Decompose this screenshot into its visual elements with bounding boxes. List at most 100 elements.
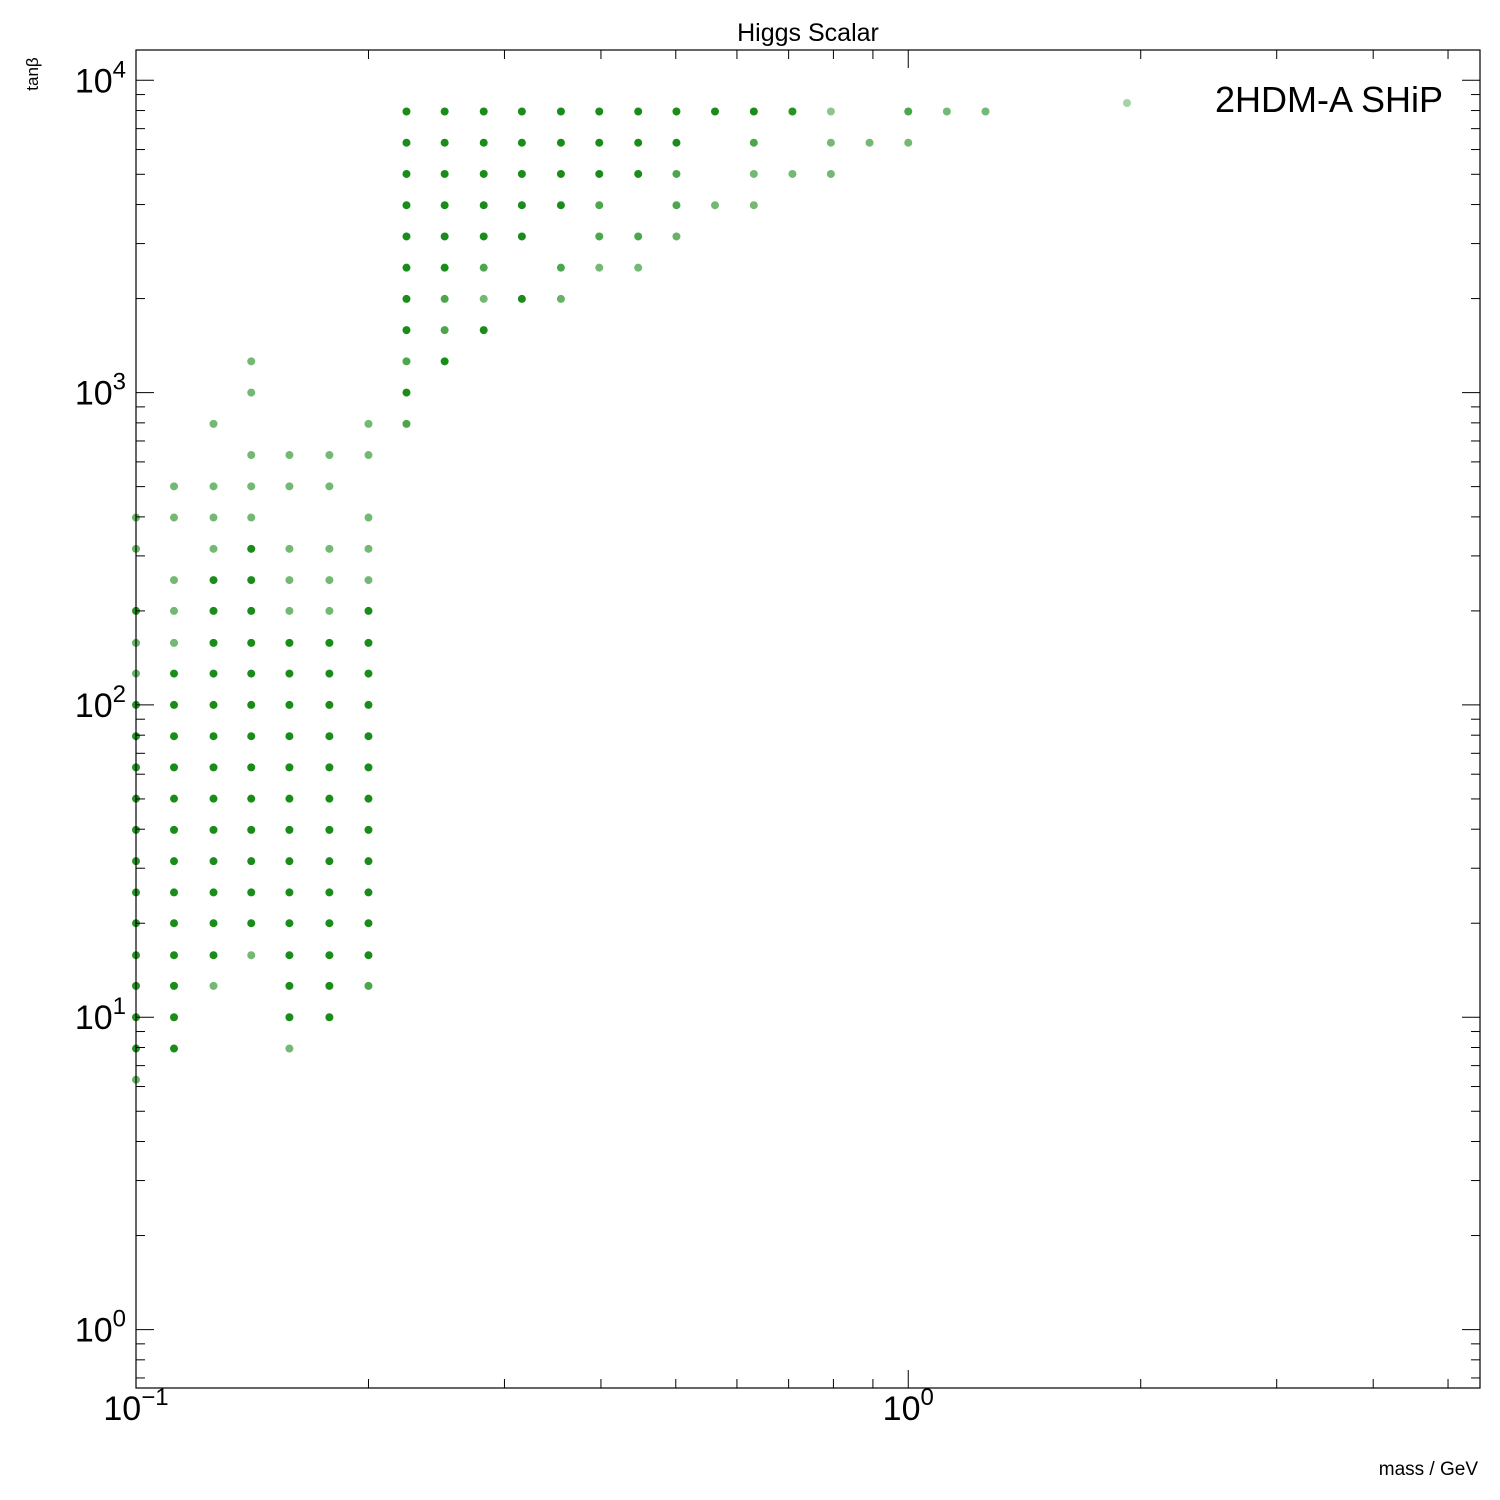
data-point <box>440 263 449 272</box>
data-point <box>209 544 218 553</box>
data-point <box>170 576 179 585</box>
data-point <box>247 857 256 866</box>
data-point <box>981 107 990 116</box>
y-tick-label: 104 <box>75 56 126 100</box>
legend-marker <box>1123 99 1131 107</box>
data-point <box>556 107 565 116</box>
data-point <box>364 981 373 990</box>
data-point <box>209 825 218 834</box>
data-point <box>402 201 411 210</box>
data-point <box>402 419 411 428</box>
data-point <box>285 1044 294 1053</box>
data-point <box>402 263 411 272</box>
data-point <box>325 1013 334 1022</box>
data-point <box>170 888 179 897</box>
data-point <box>402 294 411 303</box>
data-point <box>364 513 373 522</box>
data-point <box>247 669 256 678</box>
data-point <box>170 857 179 866</box>
data-point <box>170 669 179 678</box>
data-point <box>325 576 334 585</box>
data-point <box>325 981 334 990</box>
data-point <box>517 232 526 241</box>
data-point <box>325 669 334 678</box>
data-point <box>247 763 256 772</box>
y-axis-label: tanβ <box>23 57 42 91</box>
chart-title: Higgs Scalar <box>737 19 879 47</box>
data-point <box>170 513 179 522</box>
data-point <box>440 169 449 178</box>
data-point <box>285 576 294 585</box>
data-point <box>285 919 294 928</box>
data-point <box>517 107 526 116</box>
data-point <box>285 732 294 741</box>
data-point <box>595 201 604 210</box>
data-point <box>479 294 488 303</box>
data-point <box>672 138 681 147</box>
data-point <box>517 201 526 210</box>
data-point <box>325 794 334 803</box>
data-point <box>247 700 256 709</box>
data-point <box>672 107 681 116</box>
data-point <box>595 169 604 178</box>
data-point <box>209 606 218 615</box>
data-point <box>325 732 334 741</box>
data-point <box>364 606 373 615</box>
data-point <box>595 107 604 116</box>
data-point <box>247 451 256 460</box>
legend: 2HDM-A SHiP <box>1123 79 1443 120</box>
data-point <box>170 794 179 803</box>
data-point <box>285 606 294 615</box>
data-point <box>440 357 449 366</box>
data-point <box>364 419 373 428</box>
data-point <box>247 606 256 615</box>
data-point <box>247 638 256 647</box>
data-point <box>247 825 256 834</box>
data-point <box>285 1013 294 1022</box>
data-point <box>209 857 218 866</box>
data-point <box>517 169 526 178</box>
data-point <box>285 544 294 553</box>
data-point <box>788 107 797 116</box>
data-point <box>479 169 488 178</box>
data-point <box>247 357 256 366</box>
data-point <box>556 201 565 210</box>
data-point <box>517 294 526 303</box>
data-point <box>672 201 681 210</box>
data-point <box>479 138 488 147</box>
data-point <box>209 638 218 647</box>
data-point <box>209 732 218 741</box>
data-point <box>826 107 835 116</box>
data-point <box>440 294 449 303</box>
data-point <box>634 263 643 272</box>
data-point <box>170 700 179 709</box>
data-point <box>325 544 334 553</box>
data-point <box>247 513 256 522</box>
data-point <box>170 919 179 928</box>
data-point <box>325 451 334 460</box>
y-tick-label: 100 <box>75 1306 126 1350</box>
data-point <box>672 169 681 178</box>
data-point <box>285 669 294 678</box>
data-point <box>209 981 218 990</box>
data-point <box>285 857 294 866</box>
data-point <box>325 951 334 960</box>
data-point <box>364 794 373 803</box>
data-point <box>325 482 334 491</box>
data-point <box>325 888 334 897</box>
data-point <box>209 513 218 522</box>
data-point <box>517 138 526 147</box>
data-point <box>170 732 179 741</box>
data-point <box>209 669 218 678</box>
data-point <box>904 107 913 116</box>
data-point <box>634 169 643 178</box>
data-point <box>247 951 256 960</box>
data-point <box>170 1044 179 1053</box>
data-point <box>170 606 179 615</box>
data-point <box>285 638 294 647</box>
data-point <box>170 825 179 834</box>
data-point <box>325 606 334 615</box>
data-point <box>209 951 218 960</box>
